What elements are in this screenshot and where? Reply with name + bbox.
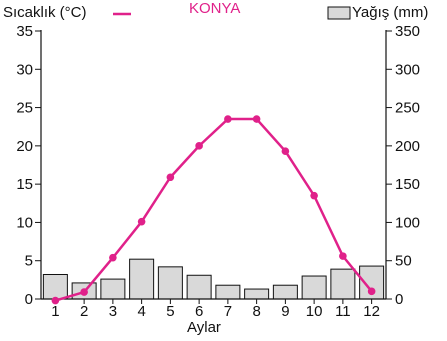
right-tick-label: 350 <box>395 23 420 40</box>
right-tick-label: 0 <box>395 291 403 308</box>
right-tick-label: 300 <box>395 61 420 78</box>
left-tick-label: 35 <box>16 23 33 40</box>
right-tick-label: 250 <box>395 100 420 117</box>
x-tick-label: 9 <box>281 303 289 320</box>
precipitation-bar <box>42 273 68 300</box>
left-tick-label: 15 <box>16 176 33 193</box>
x-tick-label: 10 <box>306 303 323 320</box>
right-tick-label: 100 <box>395 214 420 231</box>
precipitation-bar <box>244 288 270 300</box>
left-tick-label: 5 <box>25 253 33 270</box>
x-tick-label: 12 <box>363 303 380 320</box>
right-tick-label: 200 <box>395 138 420 155</box>
legend-precipitation-label: Yağış (mm) <box>352 4 429 21</box>
x-tick-label: 3 <box>109 303 117 320</box>
x-axis-label: Aylar <box>187 319 221 336</box>
legend-temperature-label: Sıcaklık (°C) <box>3 4 87 21</box>
temperature-point <box>281 147 290 156</box>
legend-precipitation-swatch <box>327 6 351 20</box>
precipitation-bar <box>330 268 356 300</box>
temperature-point <box>252 115 261 123</box>
legend-marks <box>113 6 351 20</box>
temperature-point <box>367 287 376 296</box>
precipitation-bar <box>301 275 327 300</box>
precipitation-bar <box>186 274 212 300</box>
precipitation-bar <box>215 284 241 300</box>
x-tick-label: 11 <box>335 303 351 320</box>
x-tick-label: 5 <box>166 303 174 320</box>
right-tick-label: 50 <box>395 253 412 270</box>
x-tick-label: 2 <box>80 303 88 320</box>
x-tick-label: 7 <box>224 303 232 320</box>
temperature-point <box>80 288 88 296</box>
temperature-point <box>166 173 175 182</box>
right-tick-label: 150 <box>395 176 420 193</box>
temperature-series-line <box>55 117 373 302</box>
temperature-point <box>109 253 117 262</box>
temperature-line <box>51 115 376 305</box>
left-tick-label: 20 <box>16 138 33 155</box>
temperature-point <box>51 296 60 305</box>
temperature-point <box>339 252 347 260</box>
temperature-point <box>195 142 203 150</box>
left-tick-label: 0 <box>25 291 33 308</box>
temperature-point <box>224 115 232 123</box>
temperature-point <box>310 191 318 200</box>
left-tick-label: 10 <box>16 214 33 231</box>
x-tick-label: 1 <box>51 303 59 320</box>
temperature-point <box>137 217 146 226</box>
x-tick-label: 6 <box>195 303 203 320</box>
left-tick-label: 30 <box>16 61 33 78</box>
left-tick-label: 25 <box>16 100 33 117</box>
x-tick-label: 4 <box>137 303 145 320</box>
precipitation-bar <box>157 266 183 300</box>
x-tick-label: 8 <box>252 303 260 320</box>
precipitation-bar <box>100 278 126 300</box>
precipitation-bar <box>129 258 155 300</box>
precipitation-bar <box>272 284 298 300</box>
chart-title: KONYA <box>189 0 241 17</box>
